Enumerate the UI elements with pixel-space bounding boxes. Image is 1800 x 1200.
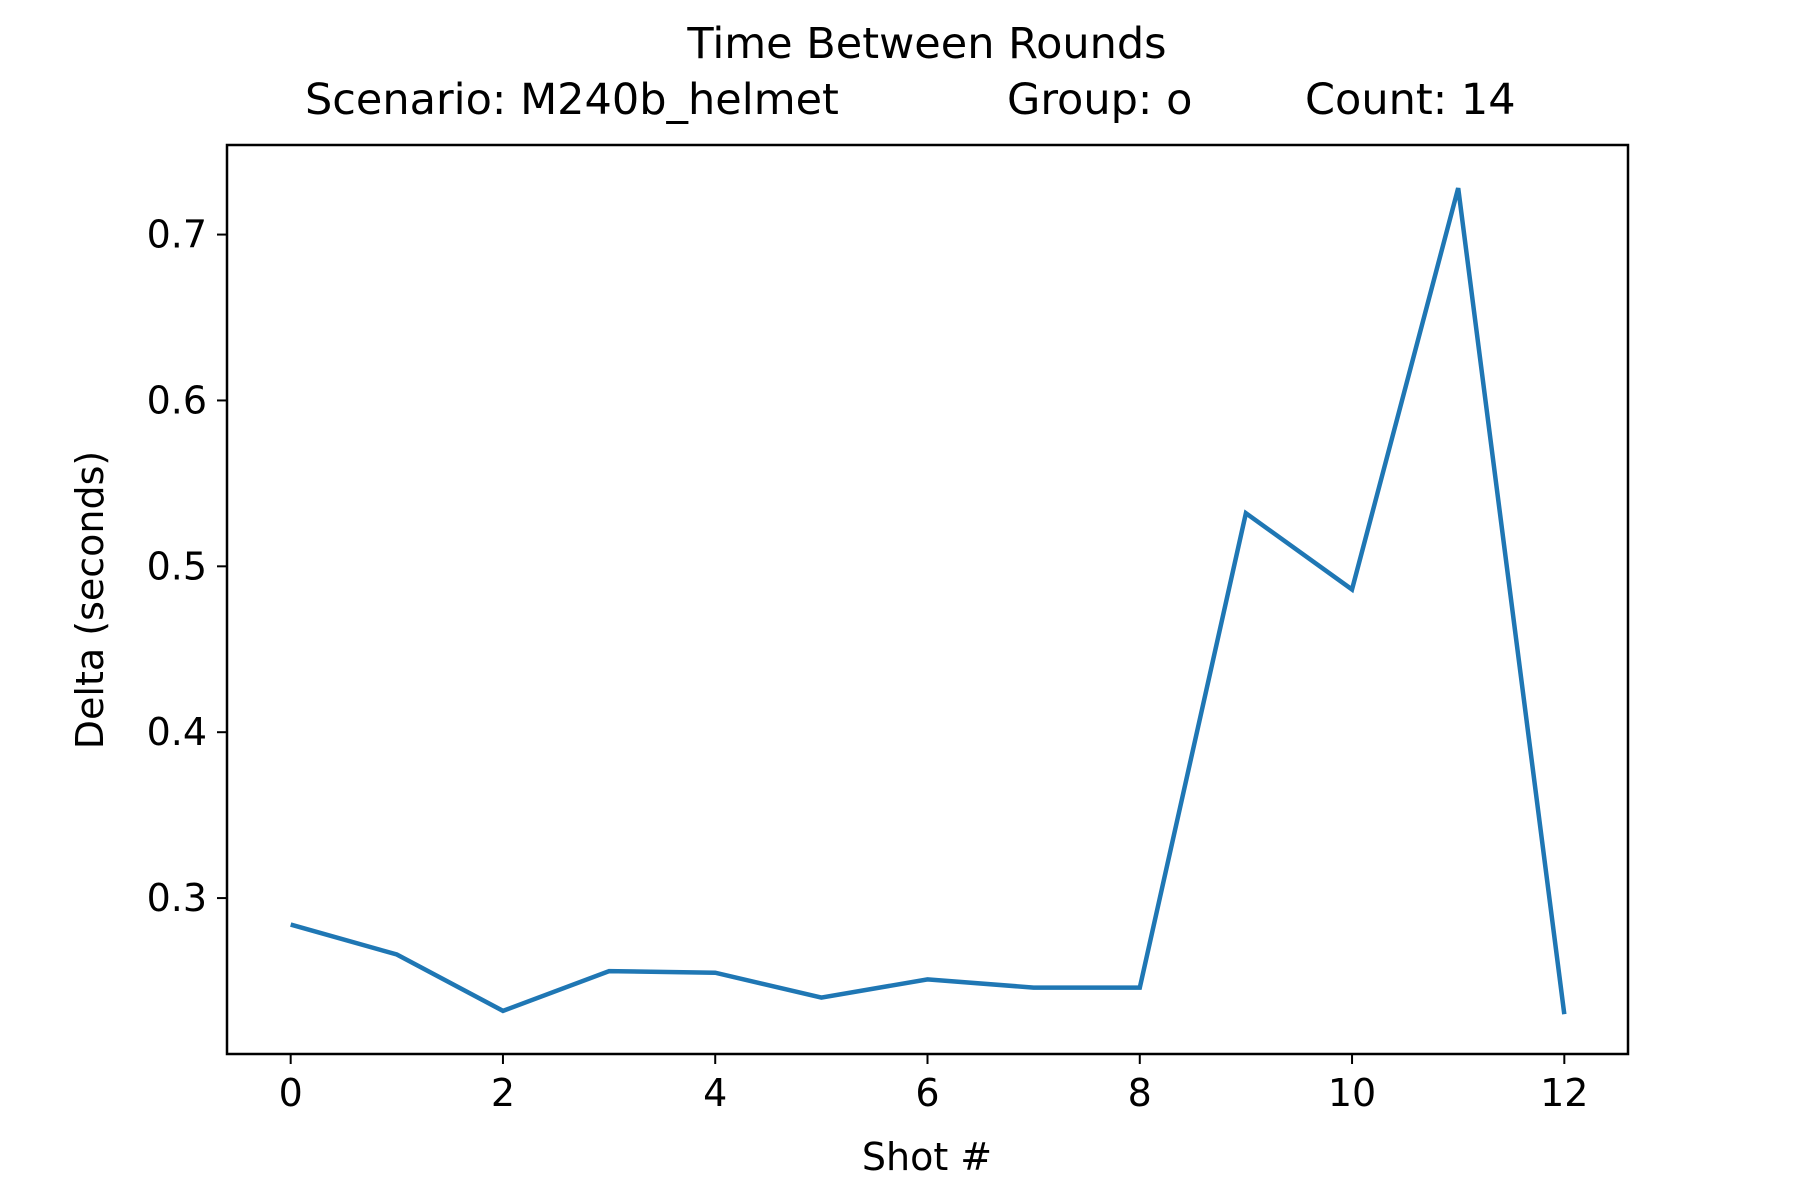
subtitle-count: Count: 14 bbox=[1305, 75, 1516, 125]
x-tick-label: 0 bbox=[279, 1071, 303, 1115]
x-tick-label: 8 bbox=[1128, 1071, 1152, 1115]
subtitle-group: Group: o bbox=[1007, 75, 1192, 125]
x-axis-label: Shot # bbox=[862, 1135, 992, 1179]
plot-area-frame bbox=[225, 143, 1630, 1056]
y-tick-label: 0.7 bbox=[147, 213, 207, 257]
x-tick-label: 4 bbox=[703, 1071, 727, 1115]
series-line bbox=[290, 187, 1567, 1015]
y-tick-label: 0.5 bbox=[147, 544, 207, 588]
chart-title-group: Time Between Rounds Scenario: M240b_helm… bbox=[305, 19, 1516, 125]
y-tick-label: 0.6 bbox=[147, 378, 207, 422]
x-tick-label: 10 bbox=[1328, 1071, 1376, 1115]
y-tick-label: 0.4 bbox=[147, 710, 207, 754]
y-axis-ticks: 0.3 0.4 0.5 0.6 0.7 bbox=[147, 213, 227, 920]
x-tick-label: 2 bbox=[491, 1071, 515, 1115]
x-tick-label: 6 bbox=[915, 1071, 939, 1115]
y-axis-label: Delta (seconds) bbox=[68, 451, 112, 749]
chart-title: Time Between Rounds bbox=[686, 19, 1166, 69]
subtitle-scenario: Scenario: M240b_helmet bbox=[305, 75, 839, 125]
x-axis-ticks: 0 2 4 6 8 10 12 bbox=[279, 1054, 1588, 1115]
y-tick-label: 0.3 bbox=[147, 876, 207, 920]
x-tick-label: 12 bbox=[1540, 1071, 1588, 1115]
